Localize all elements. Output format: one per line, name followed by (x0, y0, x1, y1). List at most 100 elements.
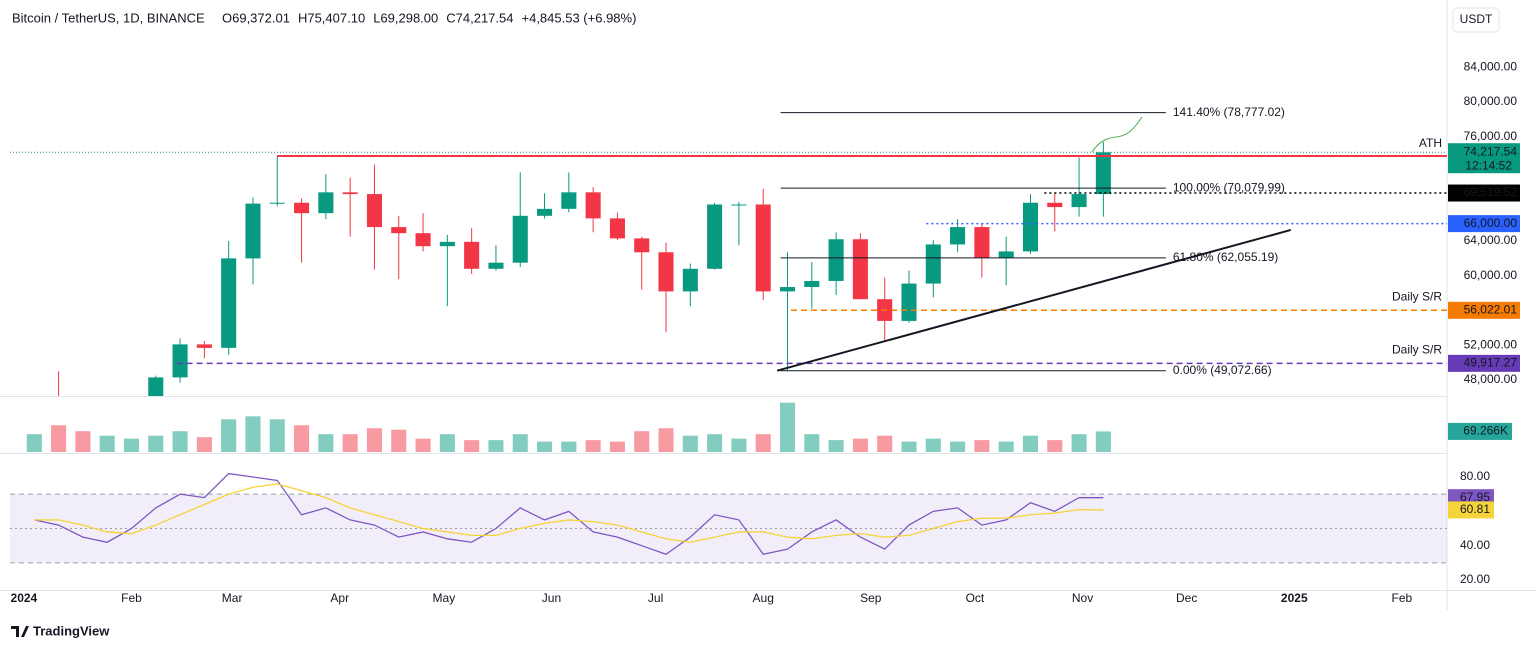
candle-body (974, 227, 990, 258)
candle-body (391, 227, 407, 234)
volume-bar (512, 434, 528, 452)
rsi-tick-label: 40.00 (1460, 538, 1490, 552)
price-label: 49,917.27 (1464, 356, 1518, 370)
candle-body (366, 194, 382, 228)
volume-bar (439, 434, 455, 452)
volume-bar (415, 438, 431, 452)
candle-body (148, 377, 164, 396)
level-text: ATH (1419, 136, 1442, 150)
level-text: Daily S/R (1392, 289, 1442, 303)
rsi-tick-label: 80.00 (1460, 469, 1490, 483)
candle-body (342, 192, 358, 195)
volume-bar (634, 431, 650, 452)
fib-label: 100.00% (70,079.99) (1173, 180, 1285, 194)
volume-bar (51, 425, 67, 452)
candle-body (609, 218, 625, 239)
x-tick-label: Feb (1392, 591, 1413, 605)
volume-bar (75, 431, 91, 452)
candle-body (707, 204, 723, 269)
y-tick-label: 80,000.00 (1464, 94, 1518, 108)
volume-bar (221, 419, 237, 452)
price-label-box (1448, 301, 1520, 319)
volume-bar (196, 437, 212, 452)
price-label: 66,000.00 (1464, 216, 1518, 230)
candle-body (439, 241, 455, 247)
candle-body (731, 204, 747, 206)
price-label-box (1448, 184, 1520, 202)
volume-bar (925, 438, 941, 452)
candle-body (634, 238, 650, 253)
price-label: 56,022.01 (1464, 302, 1518, 316)
y-tick-label: 48,000.00 (1464, 372, 1518, 386)
y-tick-label: 60,000.00 (1464, 268, 1518, 282)
volume-bar (294, 425, 310, 452)
candle-body (172, 344, 188, 378)
volume-bar (245, 416, 261, 452)
x-tick-label: Aug (753, 591, 774, 605)
candle-body (124, 423, 139, 432)
volume-bar (269, 419, 285, 452)
x-tick-label: Apr (330, 591, 349, 605)
price-label-box (1448, 354, 1520, 372)
volume-bar (852, 438, 868, 452)
volume-bar (1071, 434, 1087, 452)
volume-bar (585, 440, 601, 452)
price-label-box (1448, 215, 1520, 233)
x-tick-label: 2025 (1281, 591, 1308, 605)
candle-body (245, 203, 261, 259)
volume-bar (828, 440, 844, 452)
volume-bar (901, 441, 917, 452)
volume-bar (974, 440, 990, 452)
x-tick-label: May (433, 591, 456, 605)
currency-button[interactable] (1452, 7, 1500, 33)
candle-body (804, 280, 820, 288)
rsi-tick-label: 20.00 (1460, 572, 1490, 586)
y-tick-label: 76,000.00 (1464, 129, 1518, 143)
candle-body (537, 208, 553, 216)
candle-body (585, 192, 601, 219)
volume-bar (464, 440, 480, 452)
rsi-label: 60.81 (1460, 502, 1490, 516)
x-tick-label: Dec (1176, 591, 1197, 605)
y-tick-label: 64,000.00 (1464, 233, 1518, 247)
candle-body (27, 415, 42, 430)
brand: TradingView (33, 623, 110, 638)
x-tick-label: Sep (860, 591, 882, 605)
price-label-box (1448, 143, 1520, 174)
candle-body (464, 241, 480, 269)
volume-bar (707, 434, 723, 452)
ohlc-value: C74,217.54 (446, 10, 513, 25)
rsi-label-box (1448, 501, 1494, 519)
candle-body (318, 192, 334, 214)
y-tick-label: 84,000.00 (1464, 59, 1518, 73)
rsi-band (10, 494, 1447, 563)
candle-body (658, 252, 674, 292)
candle-body (901, 283, 917, 321)
volume-label: 69.266K (1463, 424, 1508, 438)
x-tick-label: Jul (648, 591, 663, 605)
candle-body (488, 262, 504, 269)
ohlc-value: H75,407.10 (298, 10, 365, 25)
candle-body (1095, 152, 1111, 195)
volume-bar (342, 434, 358, 452)
fib-label: 141.40% (78,777.02) (1173, 105, 1285, 119)
candle-body (682, 268, 698, 292)
volume-bar (1095, 431, 1111, 452)
candle-body (852, 239, 868, 300)
volume-bar (488, 440, 504, 452)
currency[interactable]: USDT (1460, 12, 1493, 26)
candle-body (950, 227, 966, 245)
price-label: 69,519.52 (1464, 185, 1518, 199)
candle-body (1047, 202, 1063, 208)
volume-bar (779, 402, 796, 452)
rsi-line (34, 483, 1104, 543)
volume-bar (1047, 440, 1063, 452)
volume-bar (561, 441, 577, 452)
volume-bar (731, 438, 747, 452)
x-tick-label: Jun (542, 591, 561, 605)
volume-bar (172, 431, 188, 452)
ohlc-value: O69,372.01 (222, 10, 290, 25)
rsi-line (34, 472, 1104, 555)
